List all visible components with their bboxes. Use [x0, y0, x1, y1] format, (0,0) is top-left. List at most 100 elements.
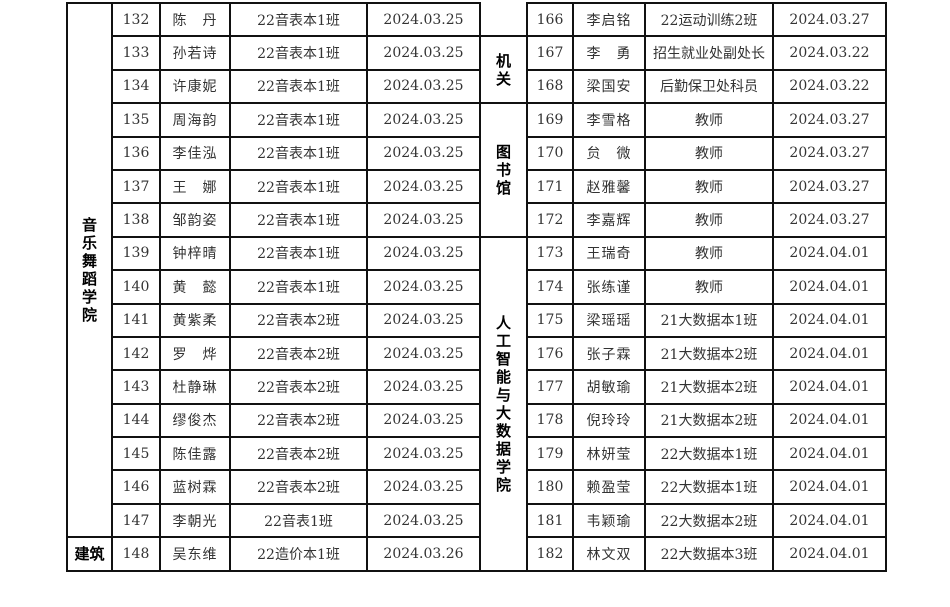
class-or-title: 22运动训练2班 — [644, 1, 774, 38]
date: 2024.03.26 — [366, 536, 481, 572]
department-cell: 图书馆 — [479, 102, 528, 238]
row-number: 168 — [526, 68, 574, 105]
person-name: 张练谨 — [572, 269, 646, 305]
person-name: 邹韵姿 — [159, 202, 231, 238]
class-or-title: 教师 — [644, 102, 774, 138]
date: 2024.04.01 — [772, 502, 887, 539]
person-name: 梁瑶瑶 — [572, 302, 646, 338]
date: 2024.03.27 — [772, 202, 887, 238]
class-or-title: 教师 — [644, 269, 774, 305]
row-number: 137 — [111, 168, 161, 205]
date: 2024.03.25 — [366, 235, 481, 272]
date: 2024.03.27 — [772, 168, 887, 205]
row-number: 173 — [526, 235, 574, 272]
row-number: 138 — [111, 202, 161, 238]
person-name: 罗 烨 — [159, 335, 231, 372]
row-number: 142 — [111, 335, 161, 372]
date: 2024.03.25 — [366, 402, 481, 439]
date: 2024.04.01 — [772, 235, 887, 272]
date: 2024.03.25 — [366, 502, 481, 539]
department-cell: 人工智能与大数据学院 — [479, 235, 528, 572]
person-name: 李佳泓 — [159, 135, 231, 171]
department-name: 音乐舞蹈学院 — [81, 216, 97, 325]
table-row: 143 杜静琳 22音表本2班 2024.03.25 177 胡敏瑜 21大数据本2班 202… — [67, 369, 887, 405]
person-name: 王瑞奇 — [572, 235, 646, 272]
row-number: 170 — [526, 135, 574, 171]
row-number: 171 — [526, 168, 574, 205]
person-name: 黄 懿 — [159, 269, 231, 305]
row-number: 172 — [526, 202, 574, 238]
person-name: 吴东维 — [159, 536, 231, 572]
class-or-title: 教师 — [644, 135, 774, 171]
row-number: 140 — [111, 269, 161, 305]
row-number: 139 — [111, 235, 161, 272]
person-name: 张子霖 — [572, 335, 646, 372]
date: 2024.03.25 — [366, 102, 481, 138]
person-name: 周海韵 — [159, 102, 231, 138]
row-number: 174 — [526, 269, 574, 305]
date: 2024.04.01 — [772, 469, 887, 505]
row-number: 133 — [111, 35, 161, 71]
date: 2024.04.01 — [772, 536, 887, 572]
row-number: 167 — [526, 35, 574, 71]
table-row: 144 缪俊杰 22音表本2班 2024.03.25 178 倪玲玲 21大数据本2班 202… — [67, 402, 887, 439]
date: 2024.03.25 — [366, 269, 481, 305]
person-name: 赖盈莹 — [572, 469, 646, 505]
class-or-title: 22大数据本1班 — [644, 469, 774, 505]
class-or-title: 22大数据本1班 — [644, 436, 774, 472]
class-or-title: 22音表本2班 — [229, 402, 368, 439]
class-or-title: 21大数据本2班 — [644, 402, 774, 439]
row-number: 169 — [526, 102, 574, 138]
table-row: 137 王 娜 22音表本1班 2024.03.25 171 赵雅馨 教师 2024.03.2… — [67, 168, 887, 205]
class-or-title: 22造价本1班 — [229, 536, 368, 572]
person-name: 蓝树霖 — [159, 469, 231, 505]
row-number: 180 — [526, 469, 574, 505]
date: 2024.03.25 — [366, 35, 481, 71]
class-or-title: 教师 — [644, 202, 774, 238]
table-row: 建筑 148 吴东维 22造价本1班 2024.03.26 182 林文双 22大数据本3班 2… — [66, 536, 887, 572]
person-name: 韦颖瑜 — [572, 502, 646, 539]
date: 2024.03.27 — [772, 102, 887, 138]
date: 2024.04.01 — [772, 436, 887, 472]
department-cell: 音乐舞蹈学院 — [66, 1, 113, 539]
class-or-title: 22音表本2班 — [229, 436, 368, 472]
date: 2024.03.25 — [366, 335, 481, 372]
person-name: 胡敏瑜 — [572, 369, 646, 405]
class-or-title: 22音表本2班 — [229, 302, 368, 338]
person-name: 赵雅馨 — [572, 168, 646, 205]
table-row: 139 钟梓晴 22音表本1班 2024.03.25 人工智能与大数据学院 173 王瑞奇教… — [67, 235, 887, 572]
date: 2024.04.01 — [772, 335, 887, 372]
department-name: 机关 — [495, 51, 511, 88]
class-or-title: 22大数据本2班 — [644, 502, 774, 539]
date: 2024.03.25 — [366, 369, 481, 405]
person-name: 李启铭 — [572, 1, 646, 38]
date: 2024.04.01 — [772, 269, 887, 305]
class-or-title: 21大数据本2班 — [644, 369, 774, 405]
row-number: 166 — [526, 1, 574, 38]
person-name: 杜静琳 — [159, 369, 231, 405]
class-or-title: 22音表本1班 — [229, 1, 368, 38]
row-number: 181 — [526, 502, 574, 539]
date: 2024.04.01 — [772, 302, 887, 338]
date: 2024.03.25 — [366, 202, 481, 238]
person-name: 林文双 — [572, 536, 646, 572]
class-or-title: 21大数据本2班 — [644, 335, 774, 372]
department-name: 图书馆 — [495, 142, 511, 197]
row-number: 147 — [111, 502, 161, 539]
department-cell: 建筑 — [66, 536, 113, 572]
person-name: 倪玲玲 — [572, 402, 646, 439]
table-row: 147 李朝光 22音表1班 2024.03.25 181 韦颖瑜 22大数据本2班 2024… — [67, 502, 887, 539]
class-or-title: 22音表1班 — [229, 502, 368, 539]
table-row: 140 黄 懿 22音表本1班 2024.03.25 174 张练谨 教师 2024.04.0… — [67, 269, 887, 305]
date: 2024.04.01 — [772, 369, 887, 405]
row-number: 135 — [111, 102, 161, 138]
row-number: 132 — [111, 1, 161, 38]
class-or-title: 22音表本1班 — [229, 168, 368, 205]
date: 2024.03.25 — [366, 135, 481, 171]
row-number: 146 — [111, 469, 161, 505]
table-row: 音乐舞蹈学院 132 陈 丹 22音表本1班 2024.03.25 166 李启铭 22运动训… — [66, 1, 887, 539]
person-name: 李朝光 — [159, 502, 231, 539]
table-row: 135 周海韵 22音表本1班 2024.03.25 图书馆 169 李雪格 教师 2024.0… — [67, 102, 887, 238]
person-name: 许康妮 — [159, 68, 231, 105]
class-or-title: 教师 — [644, 168, 774, 205]
